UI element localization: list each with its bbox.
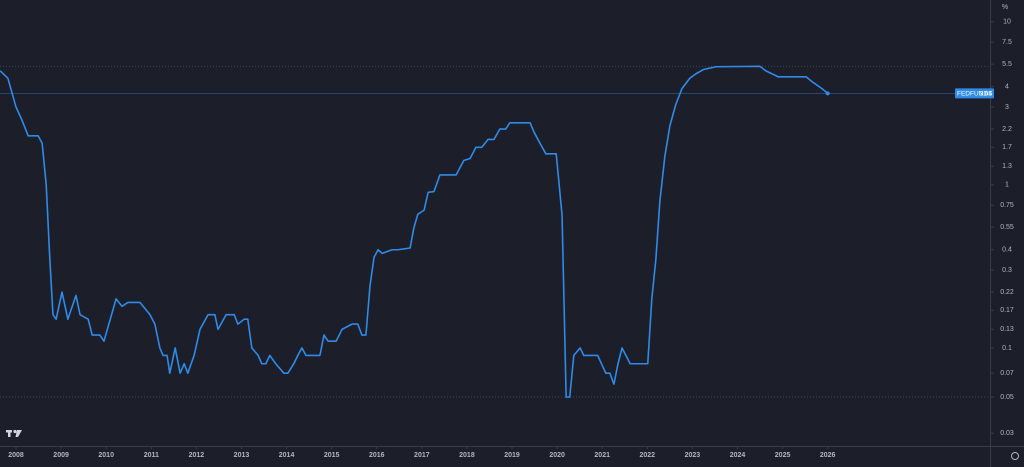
x-tick-label: 2021 (594, 452, 610, 459)
y-tick-label: 0.03 (1000, 430, 1014, 437)
x-tick-label: 2022 (640, 452, 656, 459)
y-tick-label: 0.3 (1002, 267, 1012, 274)
y-tick-label: 0.07 (1000, 370, 1014, 377)
x-tick-label: 2023 (685, 452, 701, 459)
y-tick-label: 10 (1003, 19, 1011, 26)
settings-icon[interactable] (1011, 452, 1019, 460)
x-tick-label: 2008 (8, 452, 24, 459)
y-tick-label: 3 (1005, 104, 1009, 111)
y-tick-label: 1.3 (1002, 163, 1012, 170)
series-line (0, 65, 829, 398)
y-tick-label: 4 (1005, 84, 1009, 91)
x-tick-label: 2015 (324, 452, 340, 459)
x-tick-label: 2017 (414, 452, 430, 459)
y-tick-label: 0.75 (1000, 202, 1014, 209)
y-tick-label: 0.22 (1000, 289, 1014, 296)
y-tick-label: 0.4 (1002, 247, 1012, 254)
x-tick-label: 2026 (820, 452, 836, 459)
x-tick-label: 2011 (144, 452, 159, 459)
x-tick-label: 2013 (234, 452, 250, 459)
x-tick-label: 2018 (459, 452, 475, 459)
y-tick-label: 0.13 (1000, 326, 1014, 333)
last-value-label: 3.64 (979, 91, 992, 98)
x-tick-label: 2012 (189, 452, 205, 459)
y-tick-label: 0.17 (1000, 307, 1014, 314)
y-tick-label: 1 (1005, 182, 1009, 189)
x-tick-label: 2014 (279, 452, 295, 459)
y-tick-label: 1.7 (1002, 144, 1012, 151)
tag-box (955, 88, 994, 99)
y-tick-label: 5.5 (1002, 61, 1012, 68)
x-tick-label: 2009 (53, 452, 69, 459)
x-tick-label: 2024 (730, 452, 746, 459)
x-tick-label: 2010 (98, 452, 114, 459)
y-tick-label: 0.1 (1002, 345, 1012, 352)
tv-logo (6, 429, 22, 437)
y-unit: % (1002, 4, 1008, 11)
x-tick-label: 2025 (775, 452, 791, 459)
series-name: FEDFUNDS (957, 91, 993, 98)
last-point (825, 91, 830, 96)
x-tick-label: 2016 (369, 452, 385, 459)
x-tick-label: 2019 (504, 452, 520, 459)
y-tick-label: 0.55 (1000, 224, 1014, 231)
y-tick-label: 0.05 (1000, 394, 1014, 401)
x-tick-label: 2020 (549, 452, 565, 459)
y-tick-label: 7.5 (1002, 39, 1012, 46)
y-tick-label: 2.2 (1002, 126, 1012, 133)
